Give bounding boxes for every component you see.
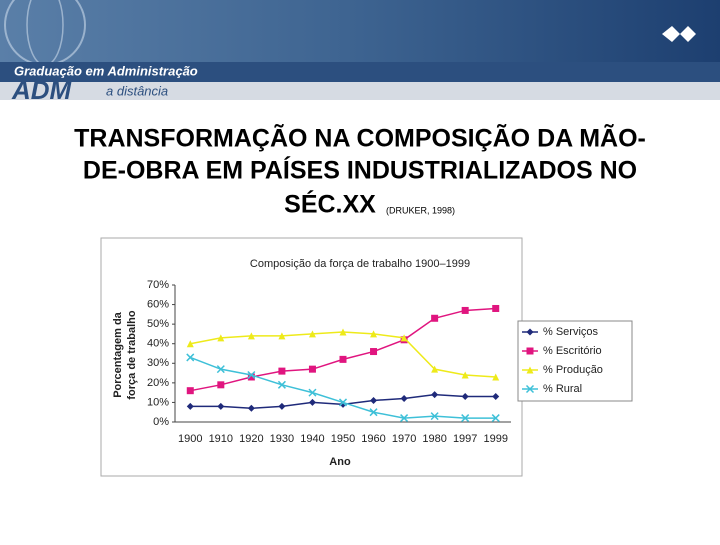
x-tick-label: 1920 (239, 433, 263, 445)
data-point (247, 332, 255, 340)
header-strip (0, 62, 720, 82)
data-point (216, 365, 225, 374)
x-tick-label: 1910 (209, 433, 233, 445)
data-point (400, 395, 408, 403)
data-point (338, 398, 348, 407)
logo-text: ADM (11, 75, 73, 105)
data-point (217, 334, 225, 342)
data-point (186, 353, 195, 362)
data-point (278, 332, 286, 340)
data-point (370, 348, 378, 356)
data-point (308, 388, 317, 397)
x-tick-label: 1970 (392, 433, 416, 445)
legend-label: % Rural (543, 383, 582, 395)
data-point (308, 330, 316, 338)
x-tick-label: 1999 (483, 433, 507, 445)
y-tick-label: 50% (147, 318, 169, 330)
x-tick-label: 1950 (331, 433, 355, 445)
x-tick-label: 1980 (422, 433, 446, 445)
data-point (247, 373, 255, 381)
data-point (492, 373, 500, 381)
data-point (369, 408, 378, 417)
slide-title-line: TRANSFORMAÇÃO NA COMPOSIÇÃO DA MÃO- (74, 123, 646, 153)
data-point (431, 365, 439, 373)
y-tick-label: 70% (147, 279, 169, 291)
data-point (461, 371, 469, 379)
data-point (186, 387, 194, 395)
data-point (308, 398, 316, 406)
data-point (400, 414, 409, 423)
data-point (278, 367, 286, 375)
data-point (339, 328, 347, 336)
data-point (339, 355, 347, 363)
legend-marker (526, 366, 534, 374)
data-point (308, 365, 316, 373)
x-tick-label: 1997 (453, 433, 477, 445)
citation: (DRUKER, 1998) (386, 205, 455, 215)
data-point (492, 304, 500, 312)
y-tick-label: 30% (147, 357, 169, 369)
slide-title-line: DE-OBRA EM PAÍSES INDUSTRIALIZADOS NO (83, 156, 637, 185)
legend-marker (525, 384, 535, 394)
data-point (277, 380, 286, 389)
legend-label: % Escritório (543, 345, 602, 357)
data-point (247, 404, 255, 412)
legend-marker (526, 347, 534, 355)
x-axis-label: Ano (329, 456, 351, 468)
data-point (461, 414, 470, 423)
data-point (186, 402, 194, 410)
chart-frame (100, 237, 523, 477)
data-point (217, 402, 225, 410)
header-band (0, 0, 720, 62)
y-axis-label: Porcentagem da (112, 311, 124, 397)
y-tick-label: 20% (147, 377, 169, 389)
data-point (186, 340, 194, 348)
data-point (492, 393, 500, 401)
chart-title: Composição da força de trabalho 1900–199… (250, 258, 470, 270)
data-point (430, 412, 439, 421)
header-bottom (0, 82, 720, 100)
tagline: a distância (106, 83, 168, 98)
corner-logo (662, 26, 696, 42)
data-point (370, 396, 378, 404)
y-tick-label: 60% (147, 298, 169, 310)
slide-title-line: SÉC.XX (284, 190, 376, 219)
y-tick-label: 10% (147, 396, 169, 408)
data-point (370, 330, 378, 338)
x-tick-label: 1900 (178, 433, 202, 445)
y-tick-label: 0% (153, 416, 169, 428)
legend-label: % Serviços (543, 326, 599, 338)
legend-label: % Produção (543, 364, 603, 376)
x-tick-label: 1960 (361, 433, 385, 445)
data-point (278, 402, 286, 410)
data-point (461, 306, 469, 314)
data-point (491, 414, 500, 423)
data-point (400, 334, 408, 342)
data-point (217, 381, 225, 389)
y-axis-label: força de trabalho (126, 310, 138, 400)
legend-box (517, 320, 633, 402)
data-point (431, 391, 439, 399)
x-tick-label: 1940 (300, 433, 324, 445)
data-point (431, 314, 439, 322)
legend-marker (526, 328, 534, 336)
x-tick-label: 1930 (270, 433, 294, 445)
corner-logo-shape (662, 26, 696, 42)
data-point (247, 370, 256, 380)
data-point (461, 393, 469, 401)
y-tick-label: 40% (147, 338, 169, 350)
program-name: Graduação em Administração (14, 63, 198, 78)
